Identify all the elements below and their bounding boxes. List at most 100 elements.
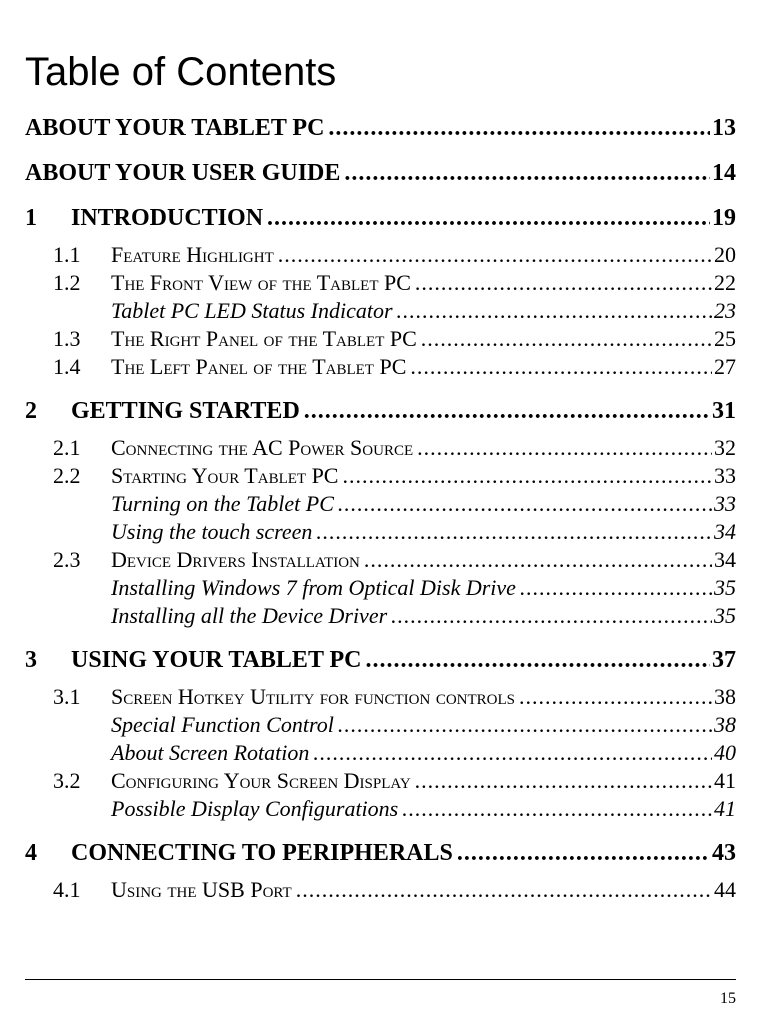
toc-leader [274, 242, 712, 268]
toc-leader [516, 575, 712, 601]
toc-entry-label: Device Drivers Installation [111, 547, 360, 573]
toc-entry-page: 40 [712, 740, 736, 766]
toc-entry: 1.2The Front View of the Tablet PC 22 [25, 270, 736, 296]
toc-entry-number: 1.2 [25, 270, 111, 296]
toc-entry-label: Special Function Control [111, 712, 334, 738]
toc-entry-label: The Right Panel of the Tablet PC [111, 326, 417, 352]
toc-entry-label: GETTING STARTED [71, 398, 300, 425]
toc-entry-number: 3.2 [25, 768, 111, 794]
toc-entry-number: 2 [25, 398, 71, 425]
toc-entry-label: Starting Your Tablet PC [111, 463, 338, 489]
toc-entry: 3.2Configuring Your Screen Display41 [25, 768, 736, 794]
toc-entry-label: ABOUT YOUR USER GUIDE [25, 160, 340, 187]
toc-entry-number: 1.4 [25, 354, 111, 380]
toc-entry: About Screen Rotation 40 [25, 740, 736, 766]
toc-entry-page: 25 [712, 326, 736, 352]
toc-leader [453, 840, 710, 867]
toc-leader [393, 298, 712, 324]
toc-entry-page: 41 [712, 796, 736, 822]
toc-entry-page: 44 [712, 877, 736, 903]
toc-list: ABOUT YOUR TABLET PC13ABOUT YOUR USER GU… [25, 115, 736, 903]
toc-entry: 3USING YOUR TABLET PC 37 [25, 647, 736, 674]
toc-entry-page: 22 [712, 270, 736, 296]
toc-entry-number: 3.1 [25, 684, 111, 710]
toc-leader [292, 877, 712, 903]
toc-entry: 4.1Using the USB Port 44 [25, 877, 736, 903]
toc-entry-page: 20 [712, 242, 736, 268]
toc-entry: Special Function Control 38 [25, 712, 736, 738]
footer-rule [25, 979, 736, 980]
toc-entry-label: Tablet PC LED Status Indicator [111, 298, 393, 324]
toc-entry-page: 38 [712, 684, 736, 710]
toc-page: Table of Contents ABOUT YOUR TABLET PC13… [0, 0, 761, 1028]
toc-entry: ABOUT YOUR TABLET PC 13 [25, 115, 736, 142]
toc-entry-page: 34 [712, 519, 736, 545]
toc-entry-label: Using the USB Port [111, 877, 292, 903]
toc-leader [309, 740, 712, 766]
toc-entry: 1INTRODUCTION 19 [25, 205, 736, 232]
toc-entry-page: 34 [712, 547, 736, 573]
toc-entry-label: Turning on the Tablet PC [111, 491, 334, 517]
toc-entry-label: Possible Display Configurations [111, 796, 398, 822]
toc-entry-number: 2.2 [25, 463, 111, 489]
toc-leader [263, 205, 710, 232]
page-number: 15 [720, 990, 736, 1008]
toc-entry: ABOUT YOUR USER GUIDE 14 [25, 160, 736, 187]
toc-entry-label: ABOUT YOUR TABLET PC [25, 115, 324, 142]
toc-entry: Using the touch screen 34 [25, 519, 736, 545]
toc-leader [398, 796, 712, 822]
toc-entry-label: The Left Panel of the Tablet PC [111, 354, 406, 380]
toc-leader [324, 115, 710, 142]
toc-leader [360, 547, 712, 573]
toc-entry: 2.2Starting Your Tablet PC 33 [25, 463, 736, 489]
toc-entry: Possible Display Configurations 41 [25, 796, 736, 822]
toc-entry-page: 43 [710, 840, 736, 867]
toc-entry-label: Installing Windows 7 from Optical Disk D… [111, 575, 516, 601]
toc-entry-page: 38 [712, 712, 736, 738]
toc-entry: 3.1Screen Hotkey Utility for function co… [25, 684, 736, 710]
toc-leader [362, 647, 710, 674]
toc-leader [300, 398, 710, 425]
toc-entry-label: About Screen Rotation [111, 740, 309, 766]
toc-entry: Installing all the Device Driver35 [25, 603, 736, 629]
toc-entry-number: 3 [25, 647, 71, 674]
toc-entry-label: Screen Hotkey Utility for function contr… [111, 684, 515, 710]
toc-entry: Tablet PC LED Status Indicator 23 [25, 298, 736, 324]
toc-entry-label: Connecting the AC Power Source [111, 435, 413, 461]
toc-entry: 4CONNECTING TO PERIPHERALS43 [25, 840, 736, 867]
toc-entry: Installing Windows 7 from Optical Disk D… [25, 575, 736, 601]
toc-leader [515, 684, 712, 710]
toc-leader [411, 270, 712, 296]
toc-entry-number: 1.1 [25, 242, 111, 268]
toc-entry-label: Using the touch screen [111, 519, 312, 545]
toc-leader [411, 768, 712, 794]
toc-entry: 1.3The Right Panel of the Tablet PC25 [25, 326, 736, 352]
toc-entry: 2.1Connecting the AC Power Source32 [25, 435, 736, 461]
toc-entry: 2GETTING STARTED 31 [25, 398, 736, 425]
toc-leader [334, 491, 712, 517]
toc-entry: Turning on the Tablet PC 33 [25, 491, 736, 517]
toc-leader [340, 160, 710, 187]
toc-entry-label: INTRODUCTION [71, 205, 263, 232]
toc-entry-page: 13 [710, 115, 736, 142]
toc-entry-page: 35 [712, 575, 736, 601]
toc-entry-label: Feature Highlight [111, 242, 274, 268]
toc-entry-number: 4.1 [25, 877, 111, 903]
toc-entry-page: 23 [712, 298, 736, 324]
toc-entry-page: 31 [710, 398, 736, 425]
toc-entry-number: 1 [25, 205, 71, 232]
toc-entry-label: Configuring Your Screen Display [111, 768, 411, 794]
toc-entry: 1.4The Left Panel of the Tablet PC27 [25, 354, 736, 380]
toc-entry-page: 19 [710, 205, 736, 232]
toc-entry-page: 37 [710, 647, 736, 674]
toc-entry-page: 14 [710, 160, 736, 187]
toc-entry-page: 33 [712, 463, 736, 489]
toc-leader [413, 435, 712, 461]
toc-entry-page: 33 [712, 491, 736, 517]
toc-leader [338, 463, 712, 489]
toc-entry-label: USING YOUR TABLET PC [71, 647, 362, 674]
toc-entry-number: 4 [25, 840, 71, 867]
toc-entry: 2.3Device Drivers Installation34 [25, 547, 736, 573]
toc-entry-label: The Front View of the Tablet PC [111, 270, 411, 296]
toc-leader [334, 712, 712, 738]
